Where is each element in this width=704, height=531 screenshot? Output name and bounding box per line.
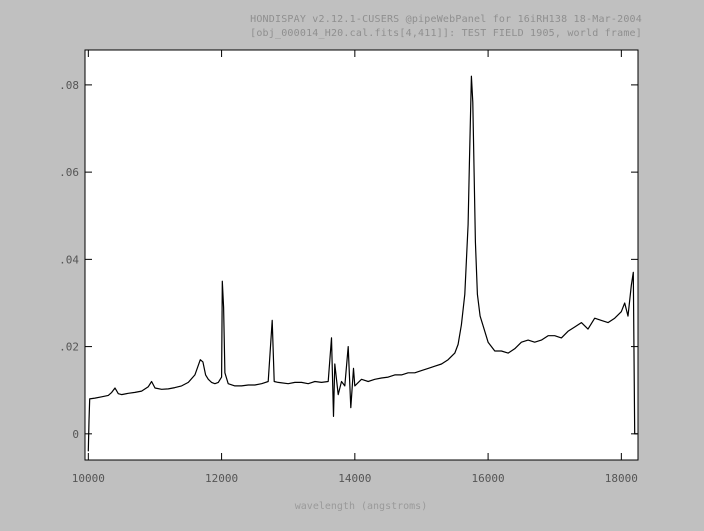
spectrum-line bbox=[87, 75, 638, 452]
x-axis: 10000 12000 14000 16000 18000 bbox=[72, 50, 638, 485]
plot-area bbox=[84, 49, 639, 461]
x-tick-label: 12000 bbox=[205, 472, 238, 485]
x-axis-label: wavelength (angstroms) bbox=[295, 501, 427, 512]
y-tick-label: 0 bbox=[72, 428, 79, 441]
x-tick-label: 14000 bbox=[338, 472, 371, 485]
y-axis: 0 .02 .04 .06 .08 bbox=[59, 79, 638, 441]
plot-header-line-2: [obj_000014_H20.cal.fits[4,411]]: TEST F… bbox=[250, 28, 642, 39]
y-tick-label: .06 bbox=[59, 166, 79, 179]
y-tick-label: .08 bbox=[59, 79, 79, 92]
y-tick-label: .02 bbox=[59, 341, 79, 354]
x-tick-label: 18000 bbox=[605, 472, 638, 485]
series-group bbox=[87, 75, 638, 452]
x-tick-label: 10000 bbox=[72, 472, 105, 485]
y-tick-label: .04 bbox=[59, 253, 79, 266]
plot-header-line-1: HONDISPAY v2.12.1-CUSERS @pipeWebPanel f… bbox=[250, 14, 642, 25]
x-tick-label: 16000 bbox=[472, 472, 505, 485]
